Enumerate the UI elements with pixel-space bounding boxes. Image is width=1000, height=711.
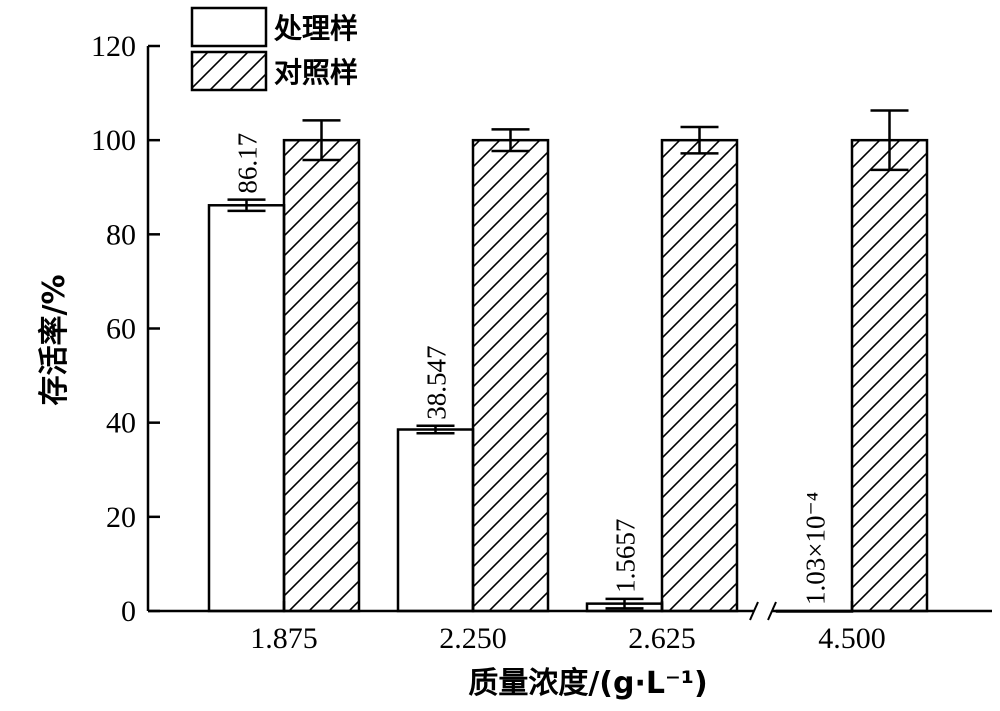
treated-error-bar-1 bbox=[227, 198, 266, 213]
axis-break-slash bbox=[749, 601, 759, 621]
legend-item-1: 处理样 bbox=[190, 6, 358, 48]
control-error-bar-3 bbox=[680, 125, 719, 155]
x-tick-label: 1.875 bbox=[250, 622, 318, 655]
data-label-4: 1.03×10⁻⁴ bbox=[801, 492, 831, 605]
y-tick-label: 40 bbox=[106, 407, 136, 440]
control-error-bar-2 bbox=[491, 128, 530, 153]
legend-label: 处理样 bbox=[273, 12, 358, 45]
y-tick-label: 0 bbox=[121, 595, 136, 628]
y-tick-label: 120 bbox=[91, 30, 136, 63]
x-tick-label: 4.500 bbox=[818, 622, 886, 655]
x-tick-label: 2.625 bbox=[628, 622, 696, 655]
control-bar-3 bbox=[660, 138, 739, 613]
legend-swatch bbox=[190, 50, 268, 92]
control-error-bar-1 bbox=[302, 119, 341, 162]
y-tick-label: 20 bbox=[106, 501, 136, 534]
legend-label: 对照样 bbox=[274, 56, 358, 89]
data-label-3: 1.5657 bbox=[611, 519, 641, 593]
y-axis-title: 存活率/% bbox=[37, 274, 72, 405]
axis-break-slash bbox=[767, 601, 777, 621]
control-error-bar-4 bbox=[870, 109, 909, 172]
axis-break-mark bbox=[749, 601, 777, 621]
control-bar-4 bbox=[850, 138, 929, 613]
data-label-2: 38.547 bbox=[422, 345, 452, 419]
y-tick-label: 60 bbox=[106, 313, 136, 346]
legend-item-2: 对照样 bbox=[190, 50, 358, 92]
treated-error-bar-3 bbox=[605, 597, 644, 610]
treated-error-bar-2 bbox=[416, 424, 455, 435]
control-bar-1 bbox=[282, 138, 361, 613]
y-tick-label: 100 bbox=[91, 124, 136, 157]
control-bar-2 bbox=[471, 138, 550, 613]
treated-bar-2 bbox=[396, 428, 475, 613]
x-tick-label: 2.250 bbox=[439, 622, 507, 655]
treated-bar-1 bbox=[207, 204, 286, 613]
x-axis-title: 质量浓度/(g·L⁻¹) bbox=[468, 666, 707, 701]
y-tick-label: 80 bbox=[106, 218, 136, 251]
legend-swatch bbox=[190, 6, 268, 48]
data-label-1: 86.17 bbox=[233, 133, 263, 194]
